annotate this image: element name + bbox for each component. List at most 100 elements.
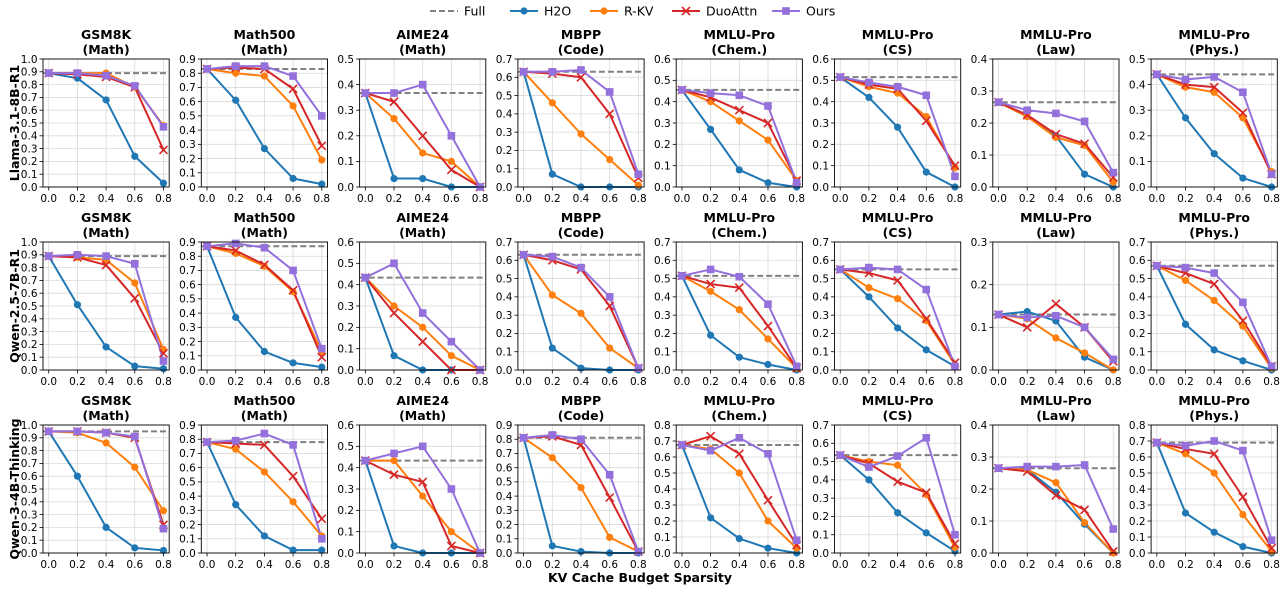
plot-marks — [201, 429, 328, 554]
plot-frame — [42, 424, 170, 554]
point-ours — [577, 263, 585, 272]
panel-subtitle: (Math) — [399, 225, 446, 240]
y-tick-label: 0.4 — [21, 314, 38, 326]
x-tick-label: 0.6 — [918, 376, 935, 388]
plot-frame — [1150, 241, 1278, 371]
y-tick-label: 0.5 — [21, 484, 38, 496]
panel-1-4: 0.0 0.1 0.2 0.3 0.4 0.5 0.6 0.7 0.0 0.2 0.4 0.6 0.8 M… — [654, 210, 805, 388]
point-r-kv — [131, 463, 139, 471]
point-h2o — [764, 544, 772, 552]
point-duoattn — [576, 72, 586, 82]
legend: Full H2O R-KV DuoAttn Ours — [430, 4, 835, 19]
plot-frame — [200, 424, 328, 554]
x-tick-label: 0.4 — [1206, 376, 1223, 388]
y-tick-label: 0.1 — [337, 156, 354, 168]
y-tick-label: 0.3 — [21, 143, 38, 155]
point-h2o — [1239, 174, 1247, 182]
y-tick-label: 0.4 — [1129, 79, 1146, 91]
x-tick-label: 0.2 — [1019, 376, 1036, 388]
y-tick-label: 0.5 — [179, 111, 196, 123]
x-tick-label: 0.8 — [472, 193, 489, 205]
x-tick-label: 0.0 — [199, 193, 216, 205]
y-tick-label: 0.0 — [21, 182, 38, 194]
y-tick-label: 0.0 — [1129, 365, 1146, 377]
point-h2o — [548, 344, 556, 352]
y-tick-label: 0.9 — [21, 67, 38, 79]
panel-subtitle: (Math) — [241, 225, 288, 240]
x-tick-label: 0.6 — [1076, 193, 1093, 205]
y-tick-label: 0.8 — [179, 251, 196, 263]
point-r-kv — [951, 543, 959, 552]
panel-1-2: 0.0 0.1 0.2 0.3 0.4 0.5 0.6 0.0 0.2 0.4 0.6 0.8 AIME… — [337, 210, 488, 388]
legend-marker — [681, 6, 691, 16]
y-tick-label: 0.8 — [21, 445, 38, 457]
point-duoattn — [101, 260, 111, 270]
x-tick-label: 0.0 — [199, 376, 216, 388]
y-tick-label: 0.3 — [496, 310, 513, 322]
point-duoattn — [288, 471, 298, 481]
y-tick-label: 0.3 — [496, 127, 513, 139]
x-tick-label: 0.6 — [443, 559, 460, 571]
point-ours — [390, 89, 398, 97]
point-h2o — [232, 313, 240, 321]
plot-marks — [359, 80, 486, 192]
point-ours — [1181, 442, 1190, 450]
point-ours — [1210, 73, 1218, 81]
y-tick-label: 0.7 — [496, 448, 513, 460]
x-tick-label: 0.2 — [1177, 193, 1194, 205]
point-ours — [203, 438, 211, 446]
x-tick-label: 0.0 — [40, 376, 57, 388]
point-r-kv — [289, 498, 297, 506]
point-h2o — [318, 546, 326, 554]
x-tick-label: 0.0 — [674, 376, 691, 388]
point-ours — [231, 62, 240, 70]
plot-frame — [675, 58, 803, 188]
x-tick-label: 0.0 — [515, 193, 532, 205]
x-tick-label: 0.2 — [69, 193, 86, 205]
point-r-kv — [232, 69, 240, 77]
x-tick-label: 0.0 — [832, 559, 849, 571]
y-tick-label: 0.4 — [654, 292, 671, 304]
point-ours — [418, 442, 427, 451]
point-duoattn — [317, 141, 327, 151]
point-h2o — [1239, 357, 1247, 365]
x-tick-label: 0.4 — [414, 193, 431, 205]
panel-0-4: 0.0 0.1 0.2 0.3 0.4 0.5 0.6 0.0 0.2 0.4 0.6 0.8 MMLU… — [654, 27, 805, 205]
point-r-kv — [1023, 113, 1031, 121]
x-tick-label: 0.0 — [832, 193, 849, 205]
point-ours — [678, 441, 686, 449]
point-ours — [792, 178, 801, 187]
point-duoattn — [288, 285, 298, 295]
y-tick-label: 0.3 — [1129, 500, 1146, 512]
point-h2o — [102, 523, 110, 532]
point-r-kv — [577, 309, 585, 317]
x-tick-label: 0.4 — [1048, 559, 1065, 571]
point-ours — [159, 123, 168, 131]
point-duoattn — [706, 279, 716, 289]
point-h2o — [318, 180, 326, 188]
y-tick-label: 0.4 — [812, 96, 829, 108]
y-tick-label: 0.5 — [21, 118, 38, 130]
y-tick-label: 0.1 — [971, 516, 988, 528]
point-ours — [130, 432, 139, 441]
point-h2o — [390, 174, 398, 183]
x-tick-label: 0.2 — [1019, 559, 1036, 571]
y-tick-label: 0.3 — [496, 505, 513, 517]
x-tick-label: 0.0 — [990, 559, 1007, 571]
point-h2o — [735, 535, 743, 543]
plot-frame — [834, 58, 962, 188]
x-tick-label: 0.8 — [1263, 376, 1280, 388]
plot-marks — [43, 251, 170, 373]
panel-subtitle: (Law) — [1036, 225, 1075, 240]
point-ours — [203, 65, 211, 73]
point-ours — [317, 112, 326, 120]
y-tick-label: 0.1 — [337, 343, 354, 355]
y-tick-label: 0.2 — [21, 156, 38, 168]
x-tick-label: 0.6 — [1235, 193, 1252, 205]
y-tick-label: 0.2 — [337, 131, 354, 143]
point-r-kv — [951, 164, 959, 172]
point-duoattn — [389, 308, 399, 318]
x-tick-label: 0.2 — [386, 193, 403, 205]
y-tick-label: 0.1 — [179, 351, 196, 363]
panel-subtitle: (Law) — [1036, 42, 1075, 57]
